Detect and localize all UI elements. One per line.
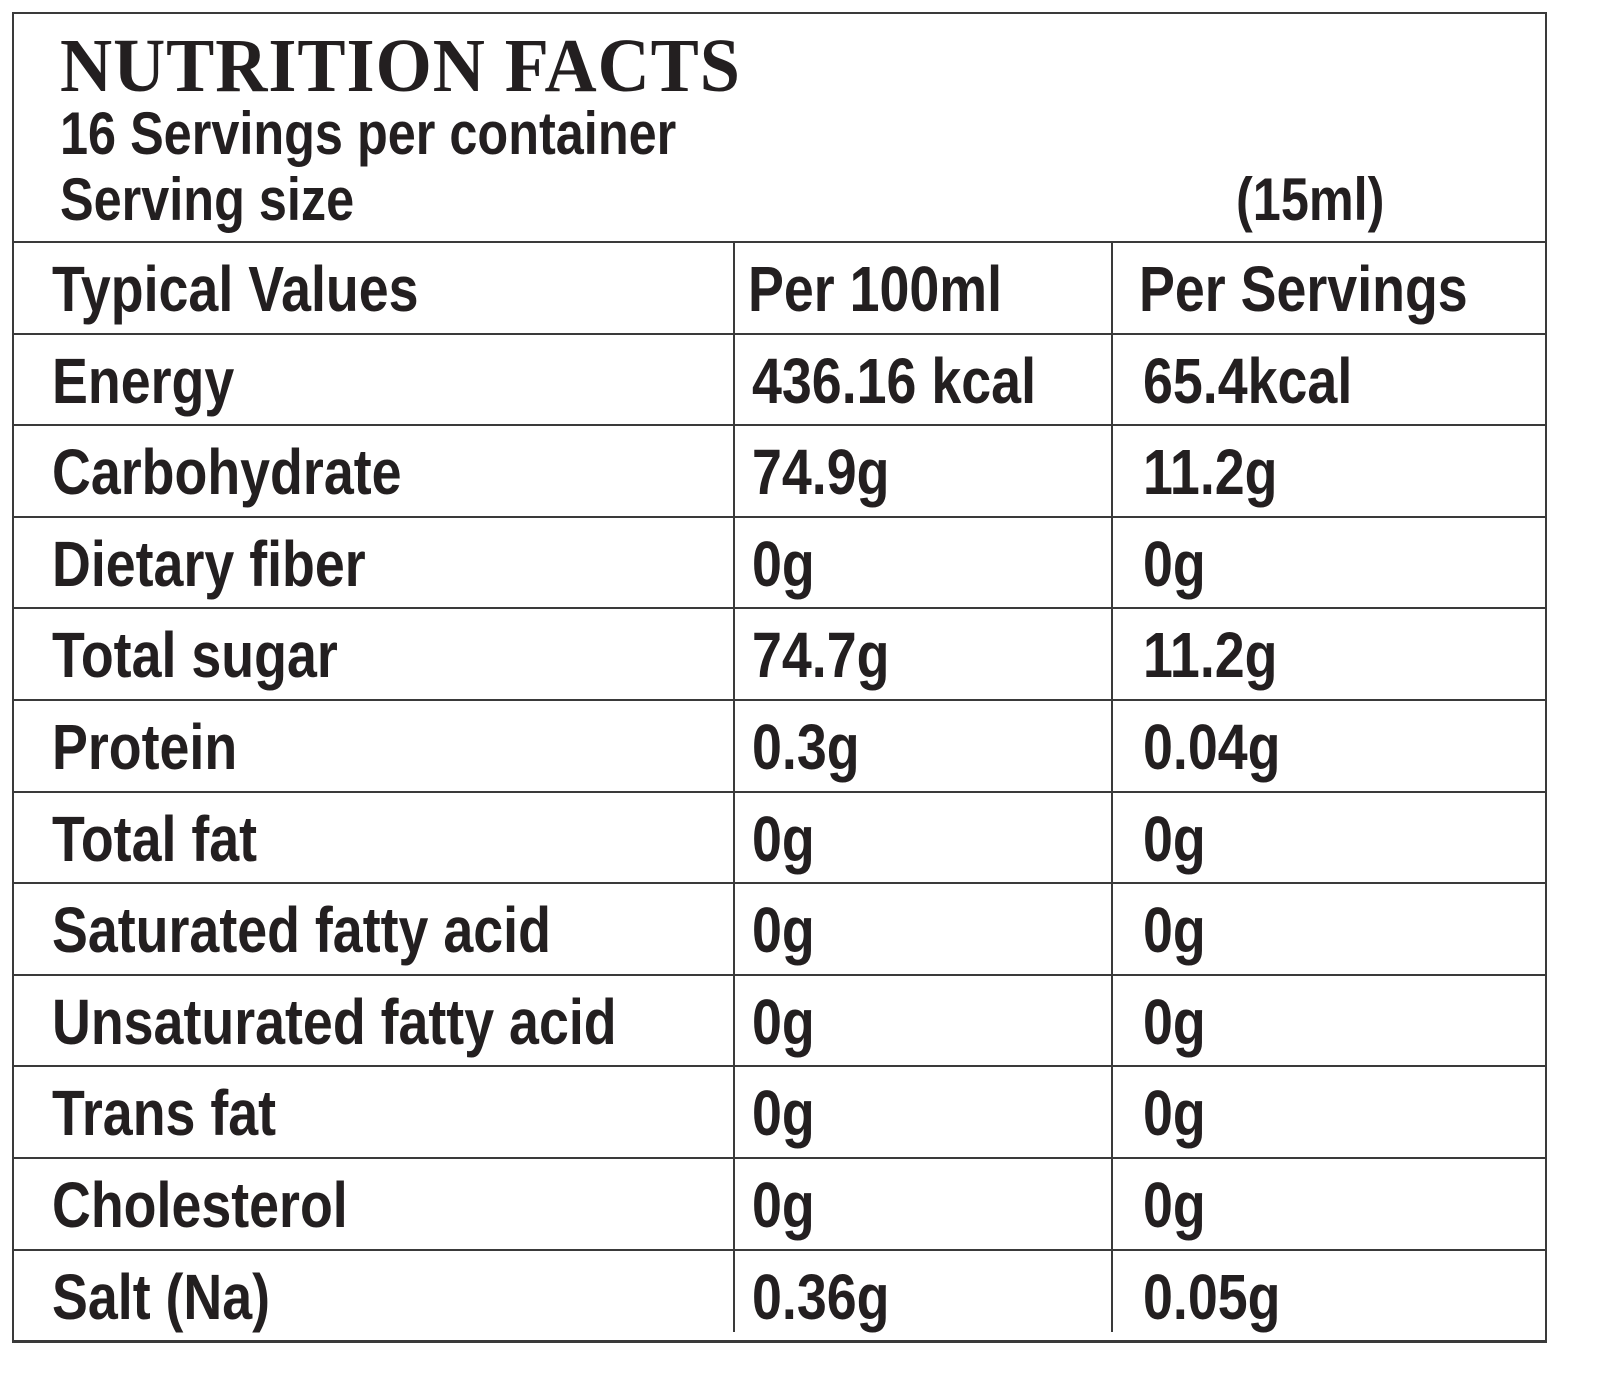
nutrient-name: Salt (Na) [52,1260,271,1333]
cell-value: 0g [752,1169,815,1241]
row-rule [12,1340,1545,1343]
row-rule [12,607,1545,610]
nutrient-name: Carbohydrate [52,436,402,509]
cell-value: 0.05g [1143,1260,1281,1333]
cell-value: 0.04g [1143,711,1281,783]
column-rule [733,241,735,1333]
cell-value: 0g [1143,802,1206,875]
cell-value: 0g [1143,985,1206,1058]
cell-value: 0g [1143,1169,1206,1241]
cell-value: 0g [752,985,815,1058]
nutrient-name: Cholesterol [52,1169,348,1241]
nutrient-name: Total sugar [52,619,338,692]
cell-value: 0g [1143,1077,1206,1150]
row-rule [12,882,1545,885]
cell-value: 0g [752,527,815,600]
row-rule [12,790,1545,793]
nutrient-name: Unsaturated fatty acid [52,985,617,1058]
cell-value: 0.3g [752,711,860,783]
row-rule [12,973,1545,976]
nutrient-name: Trans fat [52,1077,277,1150]
cell-value: 65.4kcal [1143,344,1353,417]
cell-value: 0g [1143,894,1206,967]
cell-value: 0g [752,802,815,875]
cell-value: 436.16 kcal [752,344,1036,417]
row-rule [12,1065,1545,1068]
serving-size-label: Serving size [60,166,355,233]
nutrient-name: Saturated fatty acid [52,894,551,967]
row-rule [12,699,1545,701]
cell-value: 0.36g [752,1260,890,1333]
row-rule [12,241,1545,243]
nutrient-name: Total fat [52,802,258,875]
row-rule [12,515,1545,518]
servings: 16 Servings per container [60,100,677,167]
cell-value: 11.2g [1143,619,1278,692]
cell-value: 74.7g [752,619,890,692]
cell-value: 0g [752,894,815,967]
cell-value: 11.2g [1143,436,1278,509]
nutrient-name: Dietary fiber [52,527,366,600]
row-rule [12,1157,1545,1159]
title: NUTRITION FACTS [60,24,741,108]
column-header: Per Servings [1139,253,1468,325]
column-header: Per 100ml [748,253,1003,325]
column-header: Typical Values [52,253,419,325]
column-rule [1111,241,1113,1333]
nutrient-name: Energy [52,344,235,417]
cell-value: 74.9g [752,436,890,509]
row-rule [12,332,1545,335]
cell-value: 0g [752,1077,815,1150]
serving-size-value: (15ml) [1236,166,1385,233]
cell-value: 0g [1143,527,1206,600]
nutrient-name: Protein [52,711,238,783]
row-rule [12,1248,1545,1251]
row-rule [12,424,1545,427]
